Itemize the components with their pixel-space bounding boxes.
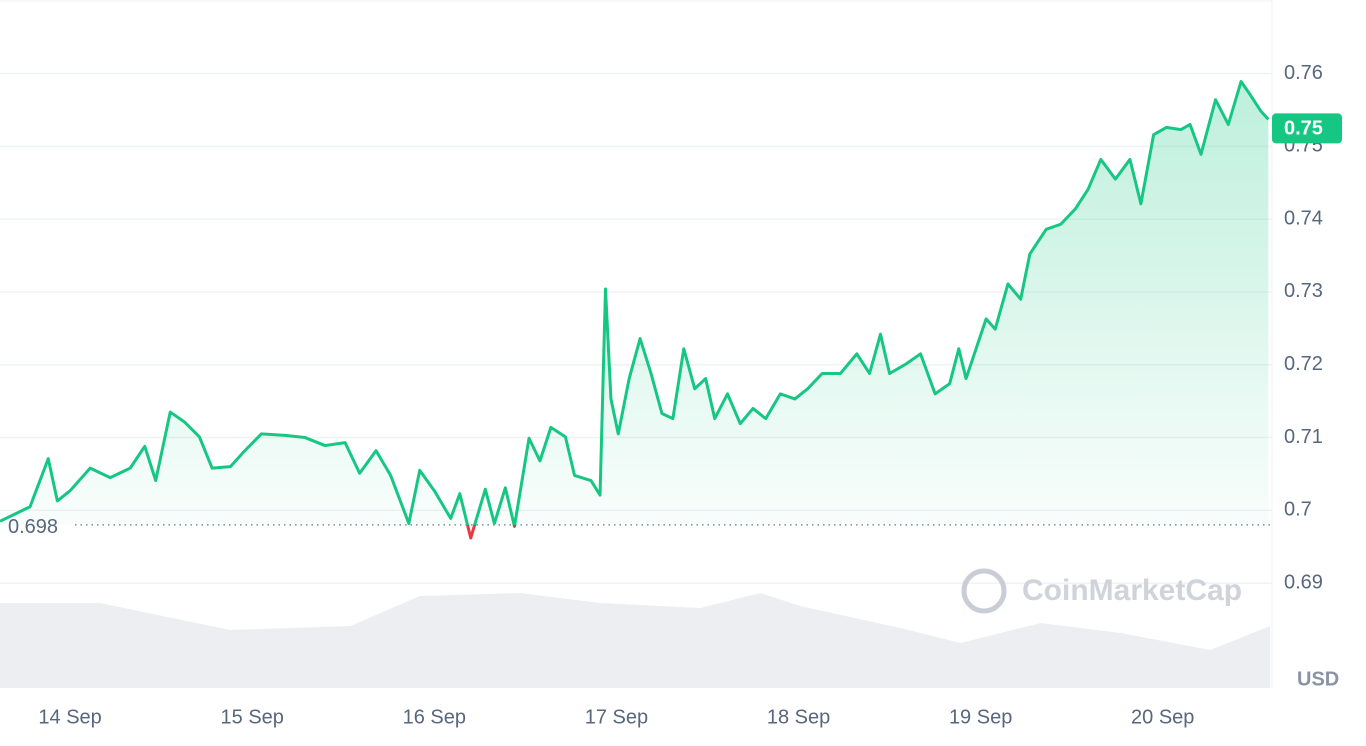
- x-tick-label: 14 Sep: [38, 706, 101, 728]
- y-tick-label: 0.7: [1284, 499, 1312, 521]
- y-tick-label: 0.72: [1284, 353, 1323, 375]
- y-tick-label: 0.71: [1284, 426, 1323, 448]
- y-tick-label: 0.73: [1284, 280, 1323, 302]
- volume-area: [0, 593, 1271, 688]
- watermark-logo: [961, 568, 1007, 614]
- y-tick-label: 0.76: [1284, 62, 1323, 84]
- x-tick-label: 18 Sep: [767, 706, 830, 728]
- x-tick-label: 20 Sep: [1131, 706, 1194, 728]
- y-tick-label: 0.74: [1284, 207, 1323, 229]
- price-tag: 0.75: [1284, 118, 1323, 140]
- watermark-text: CoinMarketCap: [1022, 574, 1242, 607]
- x-tick-label: 17 Sep: [585, 706, 648, 728]
- watermark: CoinMarketCap: [961, 568, 1242, 614]
- price-area: [0, 81, 1269, 539]
- price-tag-bg: [1272, 113, 1342, 144]
- currency-label: USD: [1297, 668, 1339, 690]
- price-line: [0, 80, 1270, 540]
- y-tick-label: 0.69: [1284, 571, 1323, 593]
- x-tick-label: 19 Sep: [949, 706, 1012, 728]
- x-tick-label: 16 Sep: [403, 706, 466, 728]
- x-tick-label: 15 Sep: [221, 706, 284, 728]
